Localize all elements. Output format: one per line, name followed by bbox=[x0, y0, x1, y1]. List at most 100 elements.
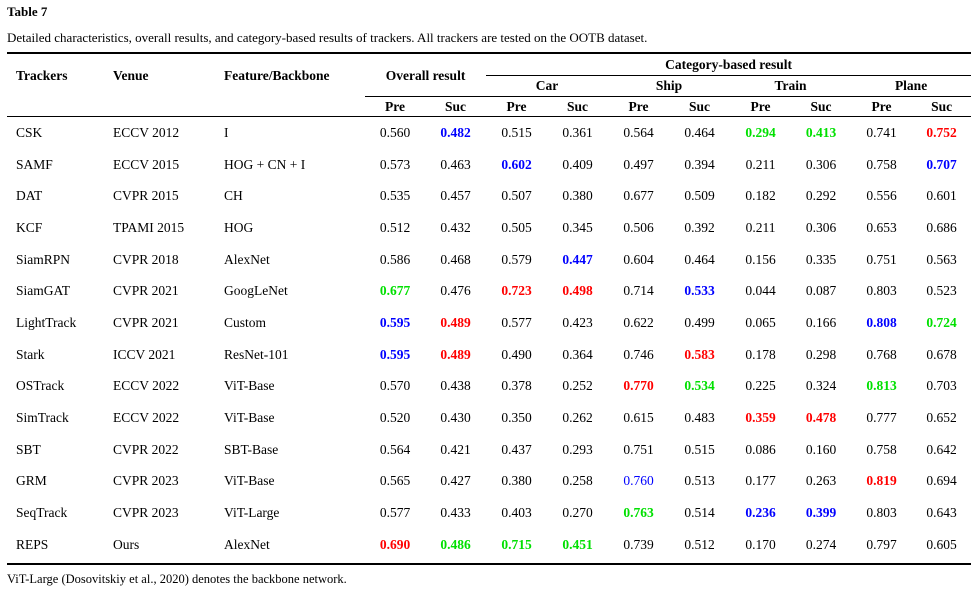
score-cell: 0.570 bbox=[379, 378, 411, 394]
score-cell: 0.758 bbox=[866, 156, 897, 172]
score-cell: 0.752 bbox=[926, 124, 957, 140]
score-cell: 0.263 bbox=[805, 473, 837, 489]
score-cell: 0.252 bbox=[562, 378, 593, 394]
score-cell: 0.394 bbox=[684, 156, 715, 172]
score-cell: 0.423 bbox=[562, 314, 593, 330]
score-cell: 0.236 bbox=[745, 505, 776, 521]
score-cell: 0.513 bbox=[684, 473, 715, 489]
score-cell: 0.468 bbox=[440, 251, 471, 267]
score-cell: 0.294 bbox=[745, 124, 776, 140]
score-cell: 0.413 bbox=[805, 124, 837, 140]
score-cell: 0.579 bbox=[501, 251, 532, 267]
score-cell: 0.464 bbox=[684, 124, 715, 140]
score-cell: 0.534 bbox=[684, 378, 715, 394]
table-footnote: ViT-Large (Dosovitskiy et al., 2020) den… bbox=[7, 572, 347, 586]
score-cell: 0.622 bbox=[623, 314, 654, 330]
venue-cell: TPAMI 2015 bbox=[113, 219, 185, 235]
table-row: GRM CVPR 2023 ViT-Base 0.565 0.427 0.380 0.258… bbox=[7, 466, 971, 498]
score-cell: 0.595 bbox=[379, 314, 411, 330]
score-cell: 0.760 bbox=[623, 473, 654, 489]
score-cell: 0.507 bbox=[501, 188, 532, 204]
score-cell: 0.324 bbox=[805, 378, 837, 394]
venue-cell: ECCV 2012 bbox=[113, 124, 180, 140]
score-cell: 0.677 bbox=[623, 188, 654, 204]
header-pre: Pre bbox=[385, 99, 405, 114]
feature-cell: Custom bbox=[224, 314, 267, 330]
tracker-name: Stark bbox=[16, 346, 45, 362]
score-cell: 0.520 bbox=[379, 410, 411, 426]
score-cell: 0.427 bbox=[440, 473, 471, 489]
score-cell: 0.399 bbox=[805, 505, 837, 521]
score-cell: 0.380 bbox=[501, 473, 532, 489]
score-cell: 0.499 bbox=[684, 314, 715, 330]
score-cell: 0.378 bbox=[501, 378, 532, 394]
header-category: Category-based result bbox=[486, 55, 972, 76]
venue-cell: CVPR 2023 bbox=[113, 505, 179, 521]
score-cell: 0.087 bbox=[805, 283, 837, 299]
score-cell: 0.707 bbox=[926, 156, 957, 172]
top-rule bbox=[7, 52, 971, 54]
score-cell: 0.403 bbox=[501, 505, 532, 521]
header-trackers: Trackers bbox=[16, 67, 68, 83]
score-cell: 0.741 bbox=[866, 124, 897, 140]
header-plane: Plane bbox=[851, 75, 972, 97]
score-cell: 0.437 bbox=[501, 441, 532, 457]
table-row: SiamRPN CVPR 2018 AlexNet 0.586 0.468 0.579 0.… bbox=[7, 244, 971, 276]
score-cell: 0.746 bbox=[623, 346, 654, 362]
header-pre: Pre bbox=[871, 99, 892, 114]
feature-cell: ViT-Base bbox=[224, 473, 275, 489]
feature-cell: HOG + CN + I bbox=[224, 156, 306, 172]
score-cell: 0.298 bbox=[805, 346, 837, 362]
score-cell: 0.797 bbox=[866, 536, 897, 552]
score-cell: 0.564 bbox=[623, 124, 654, 140]
score-cell: 0.604 bbox=[623, 251, 654, 267]
table-row: OSTrack ECCV 2022 ViT-Base 0.570 0.438 0.378 0… bbox=[7, 371, 971, 403]
score-cell: 0.678 bbox=[926, 346, 957, 362]
score-cell: 0.694 bbox=[926, 473, 957, 489]
score-cell: 0.586 bbox=[379, 251, 411, 267]
score-cell: 0.170 bbox=[745, 536, 776, 552]
tracker-name: LightTrack bbox=[16, 314, 77, 330]
header-pre: Pre bbox=[506, 99, 527, 114]
table-body: CSK ECCV 2012 I 0.560 0.482 0.515 0.361 0.564 0.… bbox=[7, 117, 971, 561]
header-ship: Ship bbox=[608, 75, 731, 97]
header-suc: Suc bbox=[445, 99, 467, 114]
feature-cell: ResNet-101 bbox=[224, 346, 289, 362]
score-cell: 0.156 bbox=[745, 251, 776, 267]
header-train: Train bbox=[730, 75, 852, 97]
tracker-name: REPS bbox=[16, 536, 49, 552]
venue-cell: ICCV 2021 bbox=[113, 346, 176, 362]
score-cell: 0.086 bbox=[745, 441, 776, 457]
feature-cell: HOG bbox=[224, 219, 254, 235]
score-cell: 0.560 bbox=[379, 124, 411, 140]
score-cell: 0.483 bbox=[684, 410, 715, 426]
score-cell: 0.564 bbox=[379, 441, 411, 457]
score-cell: 0.643 bbox=[926, 505, 957, 521]
score-cell: 0.505 bbox=[501, 219, 532, 235]
score-cell: 0.515 bbox=[501, 124, 532, 140]
table-row: KCF TPAMI 2015 HOG 0.512 0.432 0.505 0.345 0.50… bbox=[7, 212, 971, 244]
score-cell: 0.512 bbox=[379, 219, 411, 235]
score-cell: 0.758 bbox=[866, 441, 897, 457]
score-cell: 0.777 bbox=[866, 410, 897, 426]
score-cell: 0.438 bbox=[440, 378, 471, 394]
score-cell: 0.770 bbox=[623, 378, 654, 394]
score-cell: 0.489 bbox=[440, 346, 471, 362]
venue-cell: CVPR 2021 bbox=[113, 314, 179, 330]
score-cell: 0.813 bbox=[866, 378, 897, 394]
score-cell: 0.808 bbox=[866, 314, 897, 330]
score-cell: 0.430 bbox=[440, 410, 471, 426]
score-cell: 0.482 bbox=[440, 124, 471, 140]
score-cell: 0.421 bbox=[440, 441, 471, 457]
score-cell: 0.451 bbox=[562, 536, 593, 552]
tracker-name: SAMF bbox=[16, 156, 53, 172]
score-cell: 0.512 bbox=[684, 536, 715, 552]
feature-cell: AlexNet bbox=[224, 251, 270, 267]
table-row: SeqTrack CVPR 2023 ViT-Large 0.577 0.433 0.40… bbox=[7, 497, 971, 529]
header-pre: Pre bbox=[750, 99, 771, 114]
score-cell: 0.601 bbox=[926, 188, 957, 204]
score-cell: 0.803 bbox=[866, 283, 897, 299]
table-row: SAMF ECCV 2015 HOG + CN + I 0.573 0.463 0.602… bbox=[7, 149, 971, 181]
table-row: LightTrack CVPR 2021 Custom 0.595 0.489 0.577… bbox=[7, 307, 971, 339]
